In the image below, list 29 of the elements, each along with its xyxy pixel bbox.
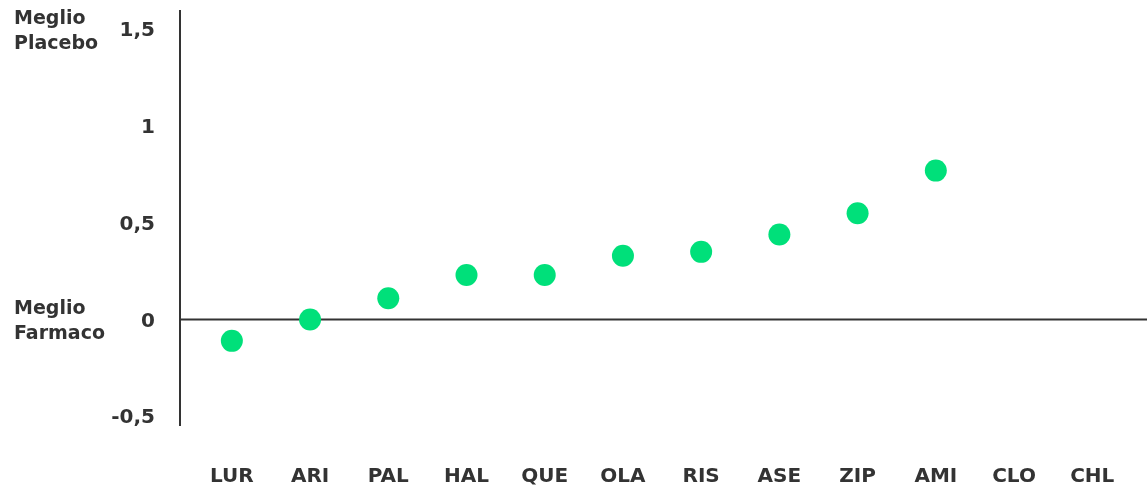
x-tick-label: ZIP (839, 463, 876, 487)
y-tick-label: 0 (141, 307, 155, 332)
x-tick-label: QUE (521, 463, 569, 487)
point (377, 287, 400, 310)
point (846, 202, 869, 225)
x-tick-label: ARI (290, 463, 330, 487)
point (455, 264, 478, 287)
x-tick-label: AMI (914, 463, 958, 487)
text: Meglio Farmaco (14, 296, 105, 343)
point (611, 244, 634, 267)
text: Meglio Placebo (14, 6, 99, 53)
y-tick-label: 1 (141, 114, 155, 139)
x-tick-label: PAL (367, 463, 410, 487)
x-tick-label: ASE (757, 463, 802, 487)
x-tick-label: HAL (444, 463, 490, 487)
point (768, 223, 791, 246)
x-tick-label: CHL (1070, 463, 1115, 487)
point (533, 264, 556, 287)
point (690, 240, 713, 263)
point (220, 329, 243, 352)
y-tick-label: -0,5 (111, 404, 155, 429)
x-tick-label: RIS (682, 463, 720, 487)
y-tick-label: 0,5 (119, 210, 155, 235)
x-tick-label: OLA (600, 463, 647, 487)
x-tick-label: CLO (992, 463, 1036, 487)
point (299, 308, 322, 331)
x-tick-label: LUR (210, 463, 254, 487)
point (924, 159, 947, 182)
y-tick-label: 1,5 (119, 17, 155, 42)
